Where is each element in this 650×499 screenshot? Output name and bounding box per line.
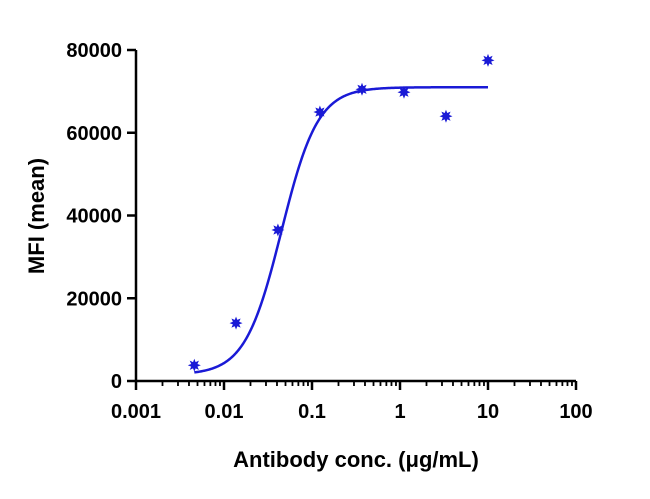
y-axis-title: MFI (mean) <box>24 158 49 274</box>
x-tick-label: 0.001 <box>111 401 161 423</box>
y-axis: 0 20000 40000 60000 80000 <box>66 40 138 393</box>
x-ticks: 0.001 0.01 0.1 1 10 100 <box>111 381 593 423</box>
data-point <box>187 358 201 372</box>
data-point <box>271 223 285 237</box>
data-points <box>187 53 495 372</box>
x-axis-title: Antibody conc. (μg/mL) <box>233 447 479 472</box>
y-tick-label: 80000 <box>66 40 122 62</box>
x-tick-label: 0.01 <box>205 401 244 423</box>
data-point <box>229 316 243 330</box>
fit-curve <box>194 85 488 374</box>
data-point <box>397 85 411 99</box>
x-tick-label: 100 <box>559 401 592 423</box>
x-tick-label: 1 <box>394 401 405 423</box>
data-point <box>481 53 495 67</box>
y-tick-label: 40000 <box>66 206 122 228</box>
y-tick-label: 60000 <box>66 123 122 145</box>
data-point <box>439 109 453 123</box>
y-ticks: 0 20000 40000 60000 80000 <box>66 40 136 393</box>
x-tick-label: 10 <box>477 401 499 423</box>
x-tick-label: 0.1 <box>298 401 326 423</box>
data-point <box>313 105 327 119</box>
data-point <box>355 82 369 96</box>
y-tick-label: 0 <box>111 371 122 393</box>
y-tick-label: 20000 <box>66 288 122 310</box>
x-axis: 0.001 0.01 0.1 1 10 100 <box>111 379 593 423</box>
